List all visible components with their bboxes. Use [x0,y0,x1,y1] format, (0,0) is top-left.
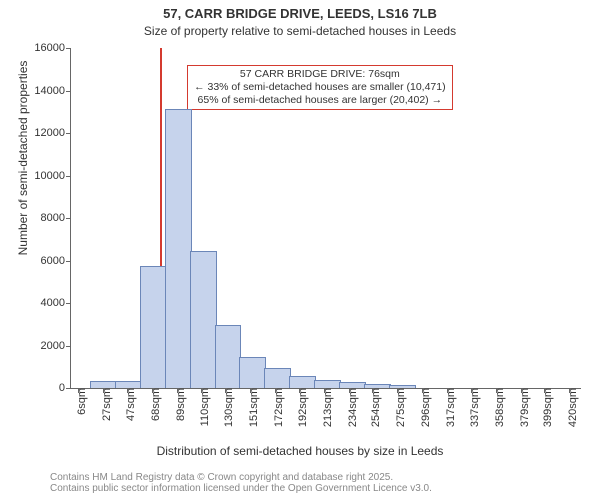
histogram-bar [364,384,391,388]
x-tick-label: 27sqm [99,388,113,421]
y-tick-label: 0 [59,382,71,394]
histogram-bar [289,376,316,388]
page-title-line2: Size of property relative to semi-detach… [0,24,600,38]
histogram-bar [90,381,117,388]
x-tick-label: 192sqm [295,388,309,427]
x-tick-label: 317sqm [443,388,457,427]
x-tick-label: 172sqm [271,388,285,427]
y-tick-label: 2000 [41,340,71,352]
x-tick-label: 275sqm [393,388,407,427]
x-tick-label: 234sqm [345,388,359,427]
y-tick-label: 6000 [41,255,71,267]
footer-line-2: Contains public sector information licen… [50,483,432,494]
y-tick-label: 8000 [41,212,71,224]
annotation-line-3: 65% of semi-detached houses are larger (… [194,94,446,107]
annotation-line-2: ← 33% of semi-detached houses are smalle… [194,81,446,94]
y-axis-label: Number of semi-detached properties [16,0,30,328]
histogram-bar [239,357,266,388]
x-tick-label: 68sqm [148,388,162,421]
histogram-bar [389,385,416,388]
x-tick-label: 110sqm [197,388,211,426]
x-tick-label: 47sqm [123,388,137,421]
x-tick-label: 420sqm [565,388,579,427]
histogram-bar [314,380,341,388]
histogram-bar [215,325,242,388]
x-tick-label: 6sqm [74,388,88,415]
histogram-plot-area: 57 CARR BRIDGE DRIVE: 76sqm ← 33% of sem… [70,48,581,389]
y-tick-label: 16000 [34,42,71,54]
x-tick-label: 213sqm [320,388,334,427]
x-tick-label: 337sqm [467,388,481,427]
annotation-line-1: 57 CARR BRIDGE DRIVE: 76sqm [194,68,446,81]
x-tick-label: 296sqm [418,388,432,427]
footer-attribution: Contains HM Land Registry data © Crown c… [50,472,432,494]
y-tick-label: 14000 [34,85,71,97]
x-axis-label: Distribution of semi-detached houses by … [0,444,600,458]
annotation-box: 57 CARR BRIDGE DRIVE: 76sqm ← 33% of sem… [187,65,453,110]
histogram-bar [264,368,291,388]
histogram-bar [165,109,192,388]
page-title-line1: 57, CARR BRIDGE DRIVE, LEEDS, LS16 7LB [0,6,600,21]
x-tick-label: 254sqm [368,388,382,427]
histogram-bar [339,382,366,388]
x-tick-label: 130sqm [221,388,235,427]
y-tick-label: 12000 [34,127,71,139]
x-tick-label: 399sqm [540,388,554,427]
y-tick-label: 4000 [41,297,71,309]
x-tick-label: 151sqm [246,388,260,427]
histogram-bar [140,266,167,388]
histogram-bar [190,251,217,388]
y-tick-label: 10000 [34,170,71,182]
histogram-bar [115,381,142,388]
footer-line-1: Contains HM Land Registry data © Crown c… [50,472,432,483]
x-tick-label: 379sqm [517,388,531,427]
x-tick-label: 358sqm [492,388,506,427]
x-tick-label: 89sqm [173,388,187,421]
